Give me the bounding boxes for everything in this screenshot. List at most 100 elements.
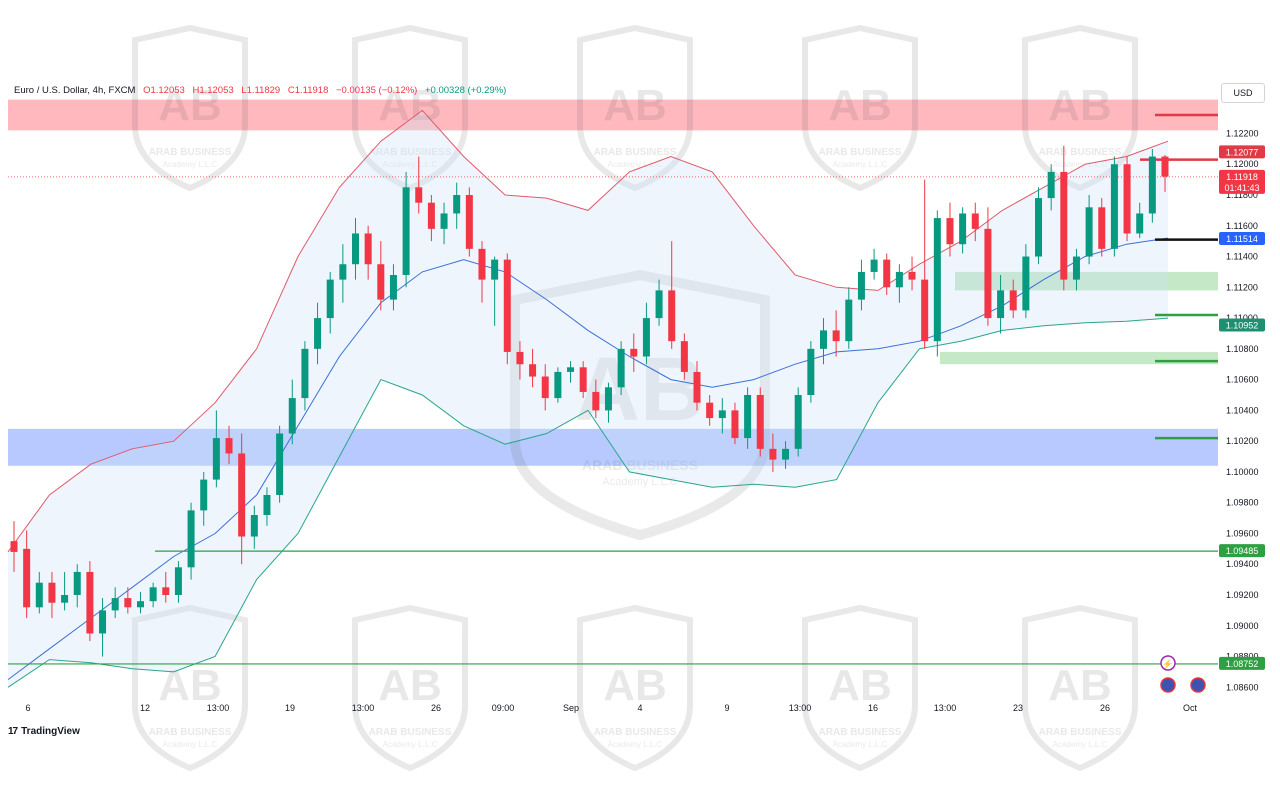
watermark-monogram: AB (1048, 661, 1112, 710)
candle-58 (731, 402, 739, 445)
candle-body (212, 438, 220, 480)
candle-81 (1022, 244, 1030, 319)
watermark-monogram: AB (1048, 81, 1112, 130)
candle-body (782, 448, 790, 460)
candle-body (718, 410, 726, 419)
watermark-line2: Academy L.L.C (163, 740, 218, 749)
candle-body (453, 195, 461, 214)
candle-38 (478, 241, 486, 303)
candle-34 (427, 195, 435, 242)
candle-91 (1148, 148, 1156, 223)
candle-body (617, 348, 625, 388)
candle-body (567, 367, 575, 372)
y-tick-17: 1.09000 (1226, 621, 1259, 631)
candle-26 (326, 271, 334, 334)
watermark-logo-top-2: AB ARAB BUSINESS Academy L.L.C (352, 24, 468, 192)
y-tick-5: 1.11400 (1226, 252, 1258, 262)
candle-body (630, 348, 638, 357)
event-flag-icon (1190, 677, 1206, 693)
candle-body (402, 187, 410, 275)
currency-button[interactable]: USD (1221, 83, 1265, 103)
candle-53 (668, 241, 676, 349)
candle-12 (149, 582, 157, 608)
x-tick-13: 13:00 (934, 703, 957, 713)
candle-74 (933, 210, 941, 357)
price-label-support-2-text: 1.08752 (1226, 659, 1259, 669)
lightning-glyph: ⚡ (1162, 658, 1173, 670)
candle-body (592, 391, 600, 411)
candle-62 (782, 441, 790, 469)
candle-43 (541, 364, 549, 411)
candle-4 (48, 571, 56, 619)
candle-33 (415, 156, 423, 214)
candle-68 (857, 259, 865, 311)
candle-13 (162, 571, 170, 603)
watermark-line1: ARAB BUSINESS (369, 727, 452, 738)
candle-body (541, 376, 549, 399)
watermark-logo-bot-5: AB ARAB BUSINESS Academy L.L.C (1022, 604, 1138, 772)
candle-80 (1009, 279, 1017, 319)
watermark-monogram: AB (603, 661, 667, 710)
watermark-line1: ARAB BUSINESS (594, 147, 677, 158)
candle-61 (769, 433, 777, 472)
candle-body (731, 410, 739, 439)
y-tick-14: 1.09600 (1226, 528, 1259, 538)
watermark-logo-top-1: AB ARAB BUSINESS Academy L.L.C (132, 24, 248, 192)
watermark-layer: AB ARAB BUSINESS Academy L.L.C AB ARAB BUSIN… (132, 24, 1138, 772)
candle-9 (111, 587, 119, 619)
watermark-line2: Academy L.L.C (602, 476, 677, 488)
candle-59 (744, 387, 752, 449)
x-tick-12: 16 (868, 703, 878, 713)
candle-body (984, 228, 992, 319)
candle-body (465, 195, 473, 249)
candle-body (288, 398, 296, 434)
watermark-line2: Academy L.L.C (833, 740, 888, 749)
candle-83 (1047, 164, 1055, 211)
candle-body (301, 348, 309, 399)
candle-66 (832, 310, 840, 357)
watermark-logo-bot-1: AB ARAB BUSINESS Academy L.L.C (132, 604, 248, 772)
candle-body (883, 259, 891, 288)
shield-icon (132, 604, 248, 772)
watermark-line2: Academy L.L.C (608, 740, 663, 749)
shield-icon (352, 24, 468, 192)
candle-1 (10, 521, 18, 572)
candle-body (554, 371, 562, 399)
alt-price-change: +0.00328 (+0.29%) (424, 85, 507, 96)
tradingview-logo[interactable]: 17 TradingView (8, 726, 80, 737)
candle-body (668, 290, 676, 342)
candle-body (389, 275, 397, 300)
ohlc-high: H1.12053 (192, 85, 234, 96)
candle-36 (453, 182, 461, 229)
watermark-logo-top-3: AB ARAB BUSINESS Academy L.L.C (577, 24, 693, 192)
price-label-lower-band-bg (1219, 318, 1265, 332)
y-tick-6: 1.11200 (1226, 282, 1258, 292)
candle-body (174, 567, 182, 595)
green-demand-zone-upper (955, 271, 1218, 291)
candle-5 (61, 571, 69, 611)
candle-15 (187, 502, 195, 580)
price-label-support-2-bg (1219, 656, 1265, 670)
y-tick-16: 1.09200 (1226, 590, 1259, 600)
candle-16 (200, 471, 208, 526)
x-tick-3: 13:00 (207, 703, 230, 713)
price-label-current-bg (1219, 169, 1265, 194)
price-label-current-countdown: 01:41:43 (1224, 183, 1259, 193)
symbol-name[interactable]: Euro / U.S. Dollar, 4h, FXCM (14, 85, 136, 96)
candle-32 (402, 171, 410, 288)
price-label-support-2: 1.08752 (1219, 656, 1265, 670)
candle-29 (364, 225, 372, 280)
candle-body (263, 495, 271, 515)
candle-body (1009, 290, 1017, 311)
candle-body (200, 479, 208, 511)
price-label-blue-text: 1.11514 (1226, 234, 1258, 244)
shield-icon (1022, 604, 1138, 772)
candle-70 (883, 253, 891, 295)
y-tick-7: 1.11000 (1226, 313, 1258, 323)
watermark-line1: ARAB BUSINESS (369, 147, 452, 158)
shield-icon (1022, 24, 1138, 192)
watermark-monogram: AB (378, 661, 442, 710)
bollinger-lower-line (7, 317, 1169, 688)
